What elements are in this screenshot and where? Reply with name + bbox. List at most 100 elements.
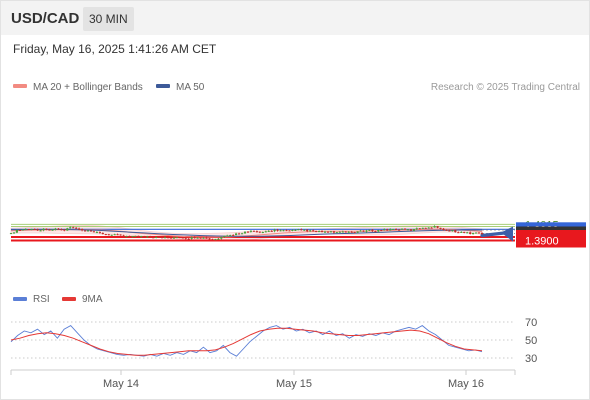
candle-body xyxy=(178,237,181,239)
candle-body xyxy=(261,232,264,233)
candle-body xyxy=(101,232,104,235)
candle-body xyxy=(166,237,170,239)
candle-body xyxy=(412,229,415,231)
candle-body xyxy=(202,237,205,239)
forecast-arrow-head xyxy=(501,226,513,242)
candle-body xyxy=(143,236,146,237)
candle-body xyxy=(241,233,244,235)
candle-body xyxy=(125,236,128,238)
rsi-legend-swatch-1 xyxy=(62,297,76,301)
legend-label-0: MA 20 + Bollinger Bands xyxy=(33,82,143,93)
candle-body xyxy=(12,232,16,234)
candle-body xyxy=(377,230,380,232)
timeframe-button[interactable]: 30 MIN xyxy=(83,7,134,31)
candle-body xyxy=(86,230,90,232)
candle-body xyxy=(66,228,69,231)
candle-body xyxy=(341,231,344,233)
candle-body xyxy=(249,230,252,232)
candle-body xyxy=(226,235,229,237)
candle-body xyxy=(155,237,158,238)
candle-body xyxy=(442,228,445,230)
candle-body xyxy=(326,231,330,233)
symbol-title: USD/CAD xyxy=(11,10,80,27)
ma50-line xyxy=(10,228,482,237)
candle-body xyxy=(229,235,232,237)
candle-body xyxy=(24,229,27,230)
candle-body xyxy=(439,227,442,229)
candle-body xyxy=(217,238,220,240)
candle-body xyxy=(89,230,93,232)
candle-body xyxy=(54,228,57,230)
candle-body xyxy=(30,228,33,230)
candle-body xyxy=(232,235,235,237)
candle-body xyxy=(45,228,48,230)
candle-body xyxy=(149,236,152,238)
candle-body xyxy=(48,229,51,231)
candle-body xyxy=(84,230,87,232)
candle-body xyxy=(122,235,125,237)
candle-body xyxy=(258,231,261,233)
level-tag-1-3900 xyxy=(516,233,586,248)
candle-body xyxy=(353,232,356,233)
candle-body xyxy=(27,229,30,230)
candle-body xyxy=(63,229,66,231)
level-label-1-3900: 1.3900 xyxy=(525,236,559,248)
candle-body xyxy=(107,234,110,236)
candle-body xyxy=(365,230,368,232)
candle-body xyxy=(98,232,101,234)
x-tick-label: May 14 xyxy=(103,378,139,390)
candle-body xyxy=(448,230,451,232)
candle-body xyxy=(285,230,288,232)
candle-body xyxy=(220,237,223,239)
candle-body xyxy=(309,230,312,232)
candle-body xyxy=(374,231,377,233)
legend-swatch-0 xyxy=(13,84,27,88)
candle-body xyxy=(332,231,335,233)
candle-body xyxy=(246,231,250,233)
candle-body xyxy=(421,227,424,229)
rsi-tick-70: 70 xyxy=(525,317,537,329)
candle-body xyxy=(415,228,418,230)
candle-body xyxy=(386,229,389,231)
rsi-tick-50: 50 xyxy=(525,335,537,347)
candle-body xyxy=(395,229,398,230)
candle-body xyxy=(78,228,81,230)
candle-body xyxy=(469,232,472,234)
candle-body xyxy=(418,228,421,230)
candle-body xyxy=(457,232,460,234)
candle-body xyxy=(318,231,321,233)
legend-swatch-1 xyxy=(156,84,170,88)
candle-body xyxy=(480,232,484,235)
candle-body xyxy=(329,231,332,233)
candle-body xyxy=(119,234,122,236)
candle-body xyxy=(42,228,45,231)
candle-body xyxy=(389,229,392,231)
candle-body xyxy=(279,230,282,232)
candle-body xyxy=(33,228,36,230)
candle-body xyxy=(323,231,327,233)
candle-body xyxy=(57,228,60,230)
candle-body xyxy=(36,229,39,231)
candle-body xyxy=(152,237,155,239)
candle-body xyxy=(81,229,84,231)
candle-body xyxy=(69,227,72,229)
candle-body xyxy=(276,229,279,231)
candle-body xyxy=(406,229,409,231)
candle-body xyxy=(294,229,297,231)
candle-body xyxy=(433,226,436,228)
candle-body xyxy=(356,231,359,233)
candle-body xyxy=(72,227,75,229)
candle-body xyxy=(208,238,211,240)
candle-body xyxy=(398,229,401,231)
candle-body xyxy=(187,238,190,240)
x-tick-label: May 16 xyxy=(448,378,484,390)
candle-body xyxy=(196,237,199,239)
candle-body xyxy=(18,229,21,231)
candle-body xyxy=(181,237,184,239)
candle-body xyxy=(475,232,478,234)
candle-body xyxy=(39,230,42,232)
rsi-legend-swatch-0 xyxy=(13,297,27,301)
candle-body xyxy=(75,227,78,229)
candle-body xyxy=(190,237,193,239)
